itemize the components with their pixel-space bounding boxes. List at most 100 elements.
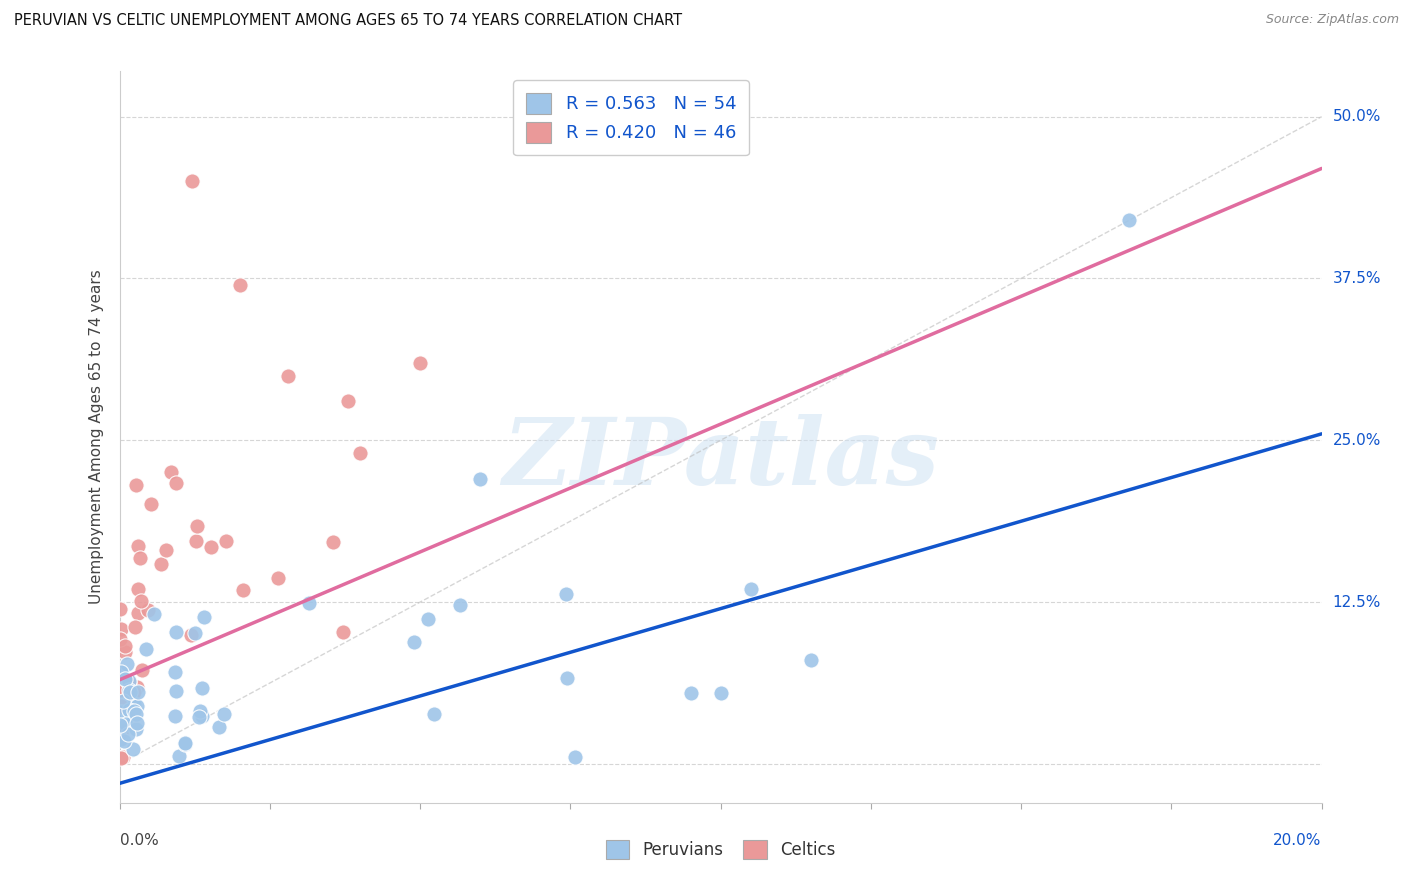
Point <box>139 497 162 511</box>
Point <box>468 472 492 486</box>
Point <box>163 709 186 723</box>
Point <box>125 680 148 694</box>
Point <box>188 710 211 724</box>
Point <box>190 681 212 696</box>
Point <box>277 368 299 383</box>
Point <box>135 641 157 656</box>
Point <box>127 699 149 714</box>
Point <box>125 707 148 722</box>
Point <box>188 704 211 718</box>
Point <box>191 709 214 723</box>
Point <box>165 476 187 491</box>
Point <box>127 539 149 553</box>
Point <box>709 686 731 700</box>
Text: 25.0%: 25.0% <box>1333 433 1381 448</box>
Point <box>418 612 440 626</box>
Point <box>110 751 132 765</box>
Point <box>124 685 146 699</box>
Point <box>332 624 354 639</box>
Point <box>193 610 215 624</box>
Point <box>336 394 359 409</box>
Point <box>740 582 762 597</box>
Text: 12.5%: 12.5% <box>1333 595 1381 609</box>
Point <box>165 683 187 698</box>
Point <box>142 607 165 621</box>
Point <box>554 587 576 601</box>
Point <box>122 705 145 719</box>
Point <box>108 632 131 646</box>
Point <box>121 742 143 756</box>
Y-axis label: Unemployment Among Ages 65 to 74 years: Unemployment Among Ages 65 to 74 years <box>89 269 104 605</box>
Point <box>110 731 132 746</box>
Point <box>110 731 132 745</box>
Point <box>110 699 132 714</box>
Point <box>110 665 132 679</box>
Point <box>228 277 252 292</box>
Text: Source: ZipAtlas.com: Source: ZipAtlas.com <box>1265 13 1399 27</box>
Point <box>118 674 141 689</box>
Point <box>1118 213 1140 227</box>
Point <box>114 645 136 659</box>
Point <box>110 623 132 637</box>
Point <box>111 724 134 739</box>
Point <box>266 571 288 585</box>
Point <box>124 620 146 634</box>
Point <box>184 534 207 549</box>
Point <box>121 716 143 731</box>
Point <box>117 703 139 717</box>
Point <box>184 626 207 640</box>
Point <box>349 446 371 460</box>
Point <box>129 551 152 566</box>
Point <box>114 673 136 687</box>
Point <box>117 726 139 740</box>
Point <box>122 697 145 711</box>
Point <box>180 174 202 188</box>
Text: PERUVIAN VS CELTIC UNEMPLOYMENT AMONG AGES 65 TO 74 YEARS CORRELATION CHART: PERUVIAN VS CELTIC UNEMPLOYMENT AMONG AG… <box>14 13 682 29</box>
Point <box>173 737 195 751</box>
Point <box>208 721 231 735</box>
Point <box>167 748 190 763</box>
Point <box>112 734 135 748</box>
Point <box>108 718 131 732</box>
Point <box>212 706 235 721</box>
Point <box>555 671 578 685</box>
Point <box>449 599 471 613</box>
Point <box>422 706 444 721</box>
Point <box>117 683 139 698</box>
Point <box>117 657 139 671</box>
Text: 50.0%: 50.0% <box>1333 109 1381 124</box>
Point <box>800 653 823 667</box>
Point <box>118 675 141 690</box>
Point <box>180 628 202 642</box>
Point <box>127 582 149 597</box>
Point <box>136 603 159 617</box>
Point <box>110 683 132 698</box>
Point <box>322 534 344 549</box>
Point <box>186 518 208 533</box>
Text: 37.5%: 37.5% <box>1333 271 1381 286</box>
Point <box>165 625 187 640</box>
Point <box>114 639 136 653</box>
Point <box>173 736 195 750</box>
Point <box>110 706 132 720</box>
Point <box>150 558 173 572</box>
Point <box>115 716 138 731</box>
Point <box>298 596 321 610</box>
Text: 0.0%: 0.0% <box>120 833 159 848</box>
Point <box>124 477 146 491</box>
Point <box>200 540 222 554</box>
Point <box>129 594 152 608</box>
Point <box>155 543 177 558</box>
Point <box>404 634 426 648</box>
Point <box>163 665 186 679</box>
Point <box>232 582 254 597</box>
Point <box>110 726 132 740</box>
Point <box>127 685 149 699</box>
Point <box>409 356 432 370</box>
Point <box>215 534 238 549</box>
Text: ZIPatlas: ZIPatlas <box>502 414 939 504</box>
Point <box>564 749 586 764</box>
Point <box>131 663 153 677</box>
Point <box>159 465 181 479</box>
Point <box>120 684 142 698</box>
